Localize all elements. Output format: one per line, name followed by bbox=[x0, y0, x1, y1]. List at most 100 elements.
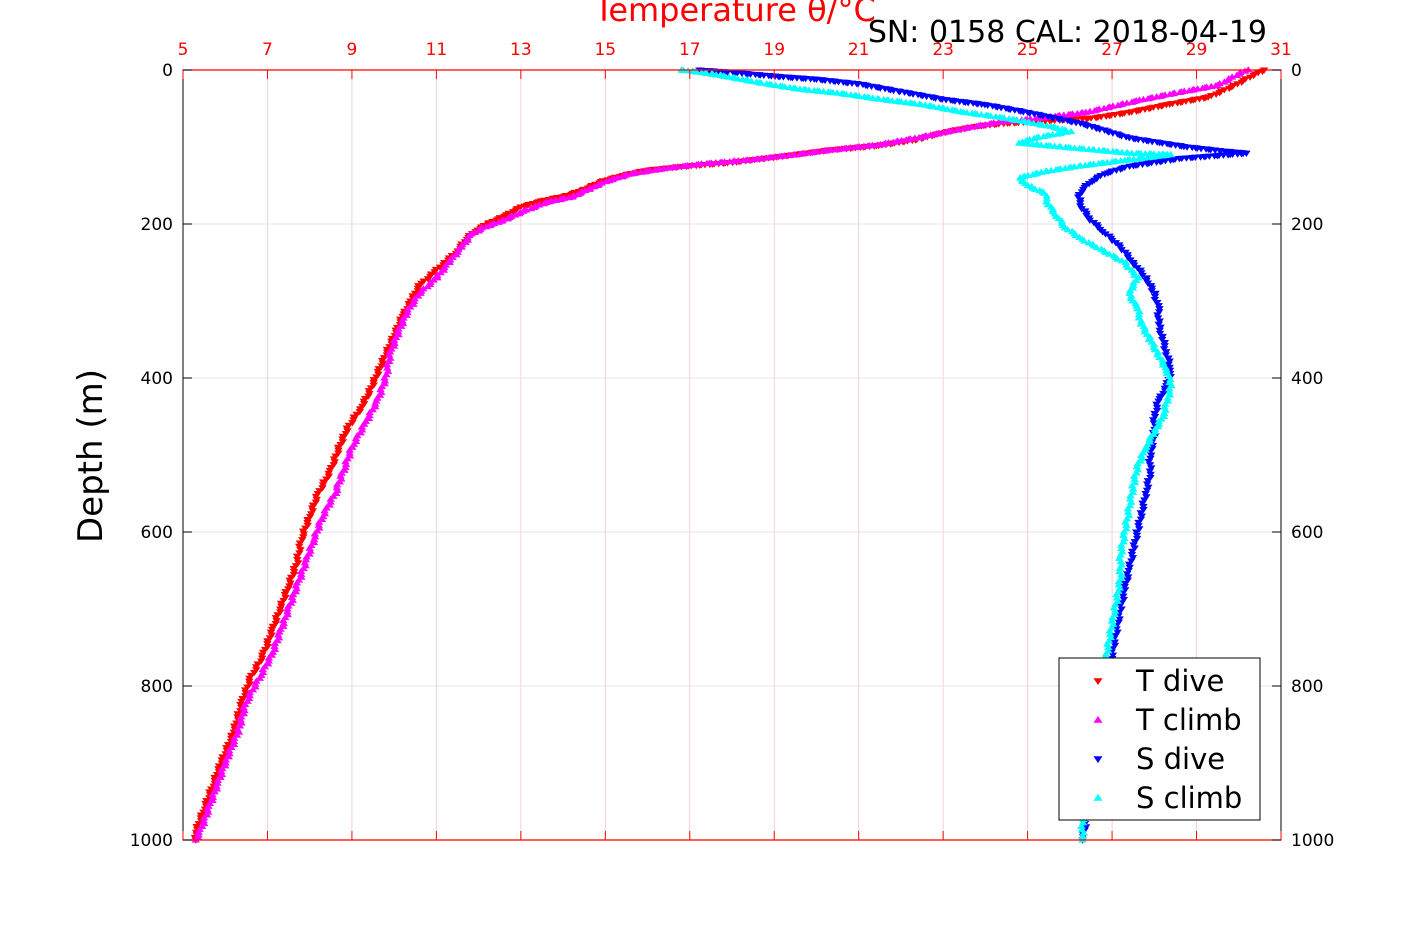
data-point bbox=[287, 593, 297, 600]
data-point bbox=[1117, 571, 1126, 578]
data-point bbox=[1114, 577, 1124, 585]
data-point bbox=[1245, 74, 1255, 81]
data-point bbox=[341, 460, 351, 468]
data-point bbox=[1127, 558, 1136, 565]
data-point bbox=[295, 540, 305, 547]
data-point bbox=[952, 126, 962, 133]
data-point bbox=[1146, 452, 1156, 459]
data-point bbox=[1146, 455, 1155, 462]
x-tick-label: 11 bbox=[426, 40, 448, 60]
data-point bbox=[986, 112, 995, 119]
data-point bbox=[994, 118, 1003, 125]
legend-marker bbox=[1093, 678, 1103, 686]
data-point bbox=[376, 385, 385, 393]
data-point bbox=[692, 68, 701, 75]
y-tick-label-left: 800 bbox=[141, 677, 173, 697]
data-point bbox=[398, 317, 407, 324]
data-point bbox=[1118, 593, 1128, 600]
data-point bbox=[1112, 590, 1121, 598]
data-point bbox=[1233, 81, 1242, 88]
data-point bbox=[1142, 487, 1152, 495]
y-axis-label: Depth (m) bbox=[71, 369, 111, 543]
data-point bbox=[1119, 528, 1129, 535]
data-point bbox=[1237, 79, 1246, 86]
data-point bbox=[1139, 507, 1148, 514]
data-point bbox=[1232, 71, 1242, 79]
data-point bbox=[293, 556, 302, 564]
y-tick-label-right: 600 bbox=[1291, 523, 1323, 543]
y-tick-label-right: 800 bbox=[1291, 677, 1323, 697]
y-tick-label-right: 0 bbox=[1291, 61, 1302, 81]
data-point bbox=[356, 429, 365, 436]
data-point bbox=[1185, 86, 1194, 94]
data-point bbox=[1109, 604, 1119, 611]
data-point bbox=[245, 688, 255, 696]
data-point bbox=[1124, 567, 1133, 575]
data-point bbox=[1107, 617, 1117, 624]
data-point bbox=[1056, 143, 1065, 150]
data-point bbox=[1136, 510, 1145, 517]
data-point bbox=[1132, 529, 1141, 536]
legend-label: T dive bbox=[1135, 664, 1224, 698]
data-point bbox=[1141, 490, 1150, 498]
data-point bbox=[1115, 564, 1125, 571]
data-point bbox=[382, 364, 392, 371]
data-point bbox=[1144, 458, 1154, 466]
data-point bbox=[1122, 521, 1131, 528]
legend-label: S climb bbox=[1136, 781, 1242, 815]
data-point bbox=[1145, 468, 1155, 475]
data-point bbox=[273, 631, 283, 638]
data-point bbox=[224, 746, 234, 754]
data-point bbox=[1115, 616, 1124, 623]
data-point bbox=[1078, 832, 1087, 840]
data-point bbox=[943, 105, 952, 112]
data-point bbox=[1149, 420, 1159, 427]
data-point bbox=[199, 814, 209, 821]
data-point bbox=[1127, 98, 1137, 105]
data-point bbox=[1161, 400, 1170, 407]
data-point bbox=[1149, 417, 1158, 424]
legend-label: T climb bbox=[1135, 703, 1242, 737]
data-point bbox=[1132, 535, 1142, 543]
data-point bbox=[1084, 181, 1094, 188]
y-tick-label-left: 200 bbox=[141, 215, 173, 235]
data-point bbox=[1240, 67, 1250, 74]
data-point bbox=[1094, 159, 1103, 167]
data-point bbox=[1164, 385, 1174, 392]
data-point bbox=[446, 256, 455, 263]
data-point bbox=[1112, 594, 1122, 601]
data-point bbox=[972, 122, 981, 130]
data-point bbox=[1120, 534, 1129, 542]
chart-title: Temperature θ/°C bbox=[593, 0, 876, 29]
data-point bbox=[1130, 545, 1139, 552]
y-tick-label-right: 1000 bbox=[1291, 831, 1334, 851]
data-point bbox=[1127, 551, 1137, 559]
data-point bbox=[305, 544, 314, 551]
data-point bbox=[1220, 78, 1229, 85]
data-point bbox=[1135, 308, 1144, 315]
data-point bbox=[804, 86, 814, 93]
data-point bbox=[433, 274, 442, 281]
y-tick-label-left: 1000 bbox=[130, 831, 173, 851]
data-point bbox=[1137, 451, 1146, 459]
data-point bbox=[1110, 607, 1120, 614]
data-point bbox=[365, 411, 374, 419]
data-point bbox=[889, 138, 898, 145]
data-point bbox=[332, 481, 342, 488]
data-point bbox=[1110, 639, 1119, 646]
data-point bbox=[203, 805, 212, 812]
data-point bbox=[1121, 580, 1130, 588]
data-point bbox=[1130, 539, 1139, 546]
data-point bbox=[365, 408, 374, 416]
data-point bbox=[380, 374, 389, 381]
data-point bbox=[503, 215, 513, 222]
data-point bbox=[1120, 584, 1129, 591]
data-point bbox=[1101, 231, 1110, 238]
data-point bbox=[264, 657, 273, 664]
data-point bbox=[240, 706, 249, 714]
data-point bbox=[208, 793, 218, 801]
data-point bbox=[1128, 555, 1138, 562]
data-point bbox=[678, 162, 688, 169]
y-tick-label-left: 0 bbox=[162, 61, 173, 81]
data-point bbox=[1123, 505, 1133, 512]
